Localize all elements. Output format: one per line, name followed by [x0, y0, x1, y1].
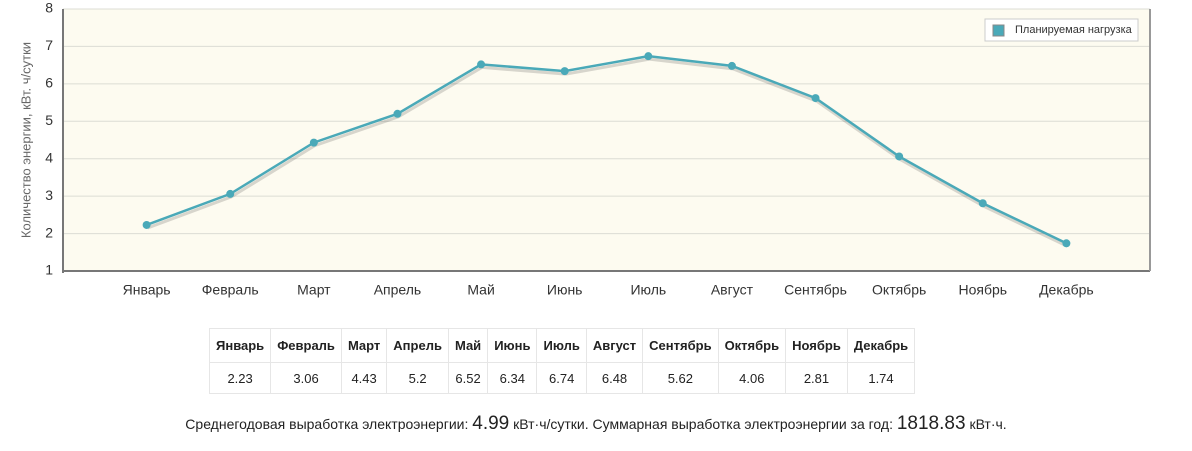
- y-tick-label: 6: [45, 75, 53, 91]
- line-shadow: [147, 57, 1069, 248]
- plot-area: [63, 9, 1150, 271]
- x-tick-label: Август: [711, 282, 754, 298]
- x-tick-label: Ноябрь: [958, 282, 1007, 298]
- x-tick-label: Март: [297, 282, 331, 298]
- y-tick-label: 4: [45, 149, 53, 165]
- chart: Количество энергии, кВт. ч/сутки 1 2 3 4 5 6 7…: [18, 0, 1151, 298]
- table-value: 4.06: [717, 362, 787, 394]
- y-tick-label: 1: [45, 262, 53, 278]
- y-tick-label: 5: [45, 112, 53, 128]
- table-value: 6.48: [585, 362, 644, 394]
- x-tick-label: Апрель: [374, 282, 422, 298]
- point: [393, 109, 402, 118]
- point: [226, 189, 235, 198]
- table-value: 6.52: [447, 362, 489, 394]
- series-line: [146, 54, 1067, 245]
- point: [727, 61, 736, 70]
- x-tick-label: Январь: [123, 282, 171, 298]
- x-tick-label: Июнь: [547, 282, 583, 298]
- legend-swatch: [992, 24, 1005, 37]
- table-value: 5.62: [642, 362, 719, 394]
- y-tick-label: 2: [45, 224, 53, 240]
- table-value: 5.2: [386, 362, 449, 394]
- x-tick-label: Июль: [630, 282, 666, 298]
- summary: Среднегодовая выработка электроэнергии: …: [0, 413, 1192, 435]
- table-month: Август: [585, 328, 644, 363]
- x-tick-label: Май: [467, 282, 494, 298]
- y-tick-label: 8: [45, 0, 53, 16]
- table-month: Июнь: [487, 328, 538, 363]
- table-month: Январь: [208, 328, 272, 363]
- legend-box: [984, 18, 1139, 42]
- point: [142, 220, 151, 229]
- x-tick-label: Февраль: [202, 282, 259, 298]
- average-label: Среднегодовая выработка электроэнергии:: [185, 416, 469, 432]
- x-tick-label: Октябрь: [872, 282, 926, 298]
- total-label: Суммарная выработка электроэнергии за го…: [592, 416, 893, 432]
- x-tick-label: Декабрь: [1039, 282, 1094, 298]
- point: [644, 52, 653, 61]
- point: [477, 60, 486, 69]
- y-tick-label: 3: [45, 187, 53, 203]
- total-unit: кВт·ч.: [969, 416, 1007, 432]
- table-month: Июль: [536, 328, 587, 363]
- table-month: Сентябрь: [642, 328, 719, 363]
- table-month: Ноябрь: [785, 328, 848, 363]
- table-month: Декабрь: [846, 328, 916, 363]
- table-month: Май: [447, 328, 489, 363]
- total-value: 1818.83: [896, 413, 966, 434]
- table-values: 2.23 3.06 4.43 5.2 6.52 6.34 6.74 6.48 5.62 4.06 2…: [208, 362, 916, 394]
- table-value: 3.06: [270, 362, 342, 394]
- average-unit: кВт·ч/сутки.: [513, 416, 589, 432]
- point: [895, 152, 904, 161]
- table-value: 2.23: [208, 362, 272, 394]
- point: [560, 67, 569, 76]
- table-value: 2.81: [785, 362, 848, 394]
- table-month: Октябрь: [717, 328, 787, 363]
- table-month: Февраль: [270, 328, 342, 363]
- table-value: 6.74: [536, 362, 587, 394]
- point: [811, 94, 820, 103]
- average-value: 4.99: [472, 413, 510, 434]
- point: [1062, 239, 1071, 248]
- x-tick-label: Сентябрь: [784, 282, 847, 298]
- table-value: 1.74: [846, 362, 916, 394]
- table-header: Январь Февраль Март Апрель Май Июнь Июль Август…: [208, 328, 916, 363]
- point: [309, 138, 318, 147]
- table-month: Март: [340, 328, 388, 363]
- data-table: Январь Февраль Март Апрель Май Июнь Июль Август…: [208, 328, 916, 394]
- table-value: 6.34: [487, 362, 538, 394]
- legend-label: Планируемая нагрузка: [1015, 24, 1133, 36]
- table-value: 4.43: [340, 362, 388, 394]
- point: [978, 199, 987, 208]
- y-tick-label: 7: [45, 37, 53, 53]
- table-month: Апрель: [386, 328, 449, 363]
- y-axis-label: Количество энергии, кВт. ч/сутки: [18, 42, 33, 238]
